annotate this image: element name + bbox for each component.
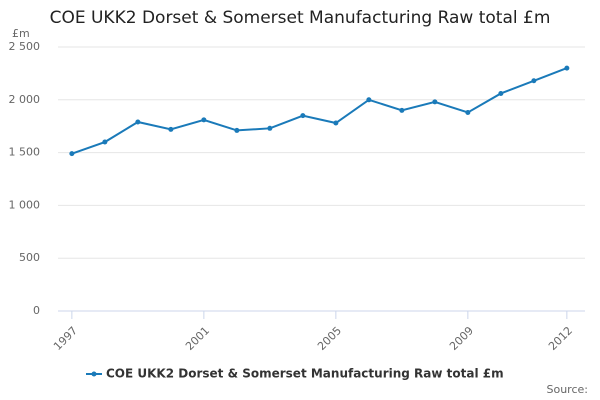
point: [333, 120, 339, 126]
point: [300, 113, 306, 119]
point: [234, 127, 240, 133]
y-tick-label: 2 000: [9, 93, 41, 106]
point: [399, 107, 405, 113]
x-tick-label: 1997: [51, 324, 80, 353]
line: [71, 67, 568, 155]
y-tick-label: 0: [33, 304, 40, 317]
point: [465, 109, 471, 115]
x-tick-label: 2009: [447, 324, 476, 353]
y-tick-label: 2 500: [9, 40, 41, 53]
x-tick-label: 2001: [183, 324, 212, 353]
y-tick-label: 500: [19, 251, 40, 264]
point: [267, 125, 273, 131]
point: [498, 90, 504, 96]
point: [102, 139, 108, 145]
point: [201, 117, 207, 123]
y-axis-label: £m: [12, 27, 30, 40]
point: [135, 119, 141, 125]
legend-label: COE UKK2 Dorset & Somerset Manufacturing…: [106, 367, 504, 381]
x-tick-label: 2005: [315, 324, 344, 353]
point: [366, 97, 372, 103]
chart-title: COE UKK2 Dorset & Somerset Manufacturing…: [50, 8, 551, 28]
point: [432, 99, 438, 105]
x-tick-label: 2012: [546, 324, 575, 353]
source: Source:: [547, 383, 589, 396]
legend-symbol-point: [91, 371, 97, 377]
y-tick-label: 1 500: [9, 146, 41, 159]
y-tick-label: 1 000: [9, 198, 41, 211]
point: [531, 78, 537, 84]
point: [69, 151, 75, 157]
point: [564, 65, 570, 71]
point: [168, 126, 174, 132]
